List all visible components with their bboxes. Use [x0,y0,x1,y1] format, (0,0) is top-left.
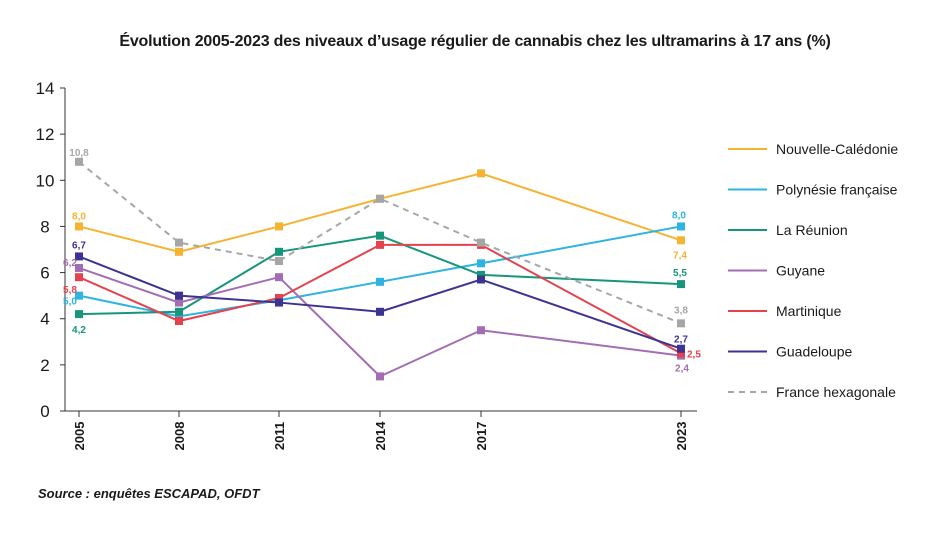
data-label: 5,0 [63,297,77,308]
data-point [75,222,83,231]
data-point [477,169,485,178]
series-line [78,225,682,318]
x-tick-label: 2023 [674,422,689,451]
data-point [376,231,384,240]
data-point [75,263,83,272]
data-point [376,240,384,249]
data-label: 6,7 [72,240,86,251]
data-label: 5,8 [63,285,77,296]
data-point [75,273,83,282]
data-label: 7,4 [673,250,687,261]
y-tick-label: 4 [40,310,49,329]
series-line [78,255,682,350]
data-label: 2,4 [675,364,689,375]
legend-item: France hexagonale [728,384,896,400]
series-line [78,161,682,325]
x-tick-label: 2005 [72,422,87,451]
data-label: 3,8 [674,305,688,316]
series-line [78,267,682,378]
data-point [175,317,183,326]
data-point [75,252,83,261]
data-point [376,307,384,316]
legend-label: Polynésie française [776,182,898,198]
y-tick-label: 8 [40,217,49,236]
data-point [275,222,283,231]
data-label: 2,5 [687,349,701,360]
legend-item: Guyane [728,263,825,279]
data-label: 8,0 [72,211,86,222]
series-la-reunion [75,231,685,319]
chart-axes: 0 2 4 6 8 10 12 14 2005 2008 2011 2014 2017 2023 [36,79,697,450]
data-point [275,247,283,256]
data-point [376,372,384,381]
y-tick-label: 12 [36,125,55,144]
data-point [275,298,283,307]
legend-label: La Réunion [776,222,848,238]
data-point [376,277,384,286]
data-point [175,312,183,321]
y-tick-label: 10 [36,171,55,190]
source-note: Source : enquêtes ESCAPAD, OFDT [38,486,260,501]
series-line [78,243,682,355]
data-point [275,273,283,282]
legend-label: Martinique [776,303,842,319]
x-tick-label: 2008 [172,422,187,451]
legend-item: Guadeloupe [728,344,853,360]
series-line [78,234,682,316]
data-point [175,298,183,307]
data-point [477,275,485,284]
legend-item: Martinique [728,303,842,319]
series-france-hexagonale [75,157,685,328]
data-labels-layer: 10,8 8,0 6,7 6,2 5,85,0 4,2 8,0 7,4 5,5 3,8 2,7 2,5… [63,148,701,375]
data-label: 4,2 [72,325,86,336]
x-tick-label: 2011 [272,422,287,450]
data-point [175,238,183,247]
y-tick-label: 0 [40,402,49,421]
chart-title: Évolution 2005-2023 des niveaux d’usage … [119,33,831,50]
legend-label: Nouvelle-Calédonie [776,141,898,157]
data-point [477,326,485,335]
data-point [75,157,83,166]
data-point [175,291,183,300]
data-label: 10,8 [69,148,89,159]
data-point [677,222,685,231]
legend-label: Guadeloupe [776,344,853,360]
x-tick-label: 2017 [474,422,489,451]
data-point [175,247,183,256]
chart-legend: Nouvelle-Calédonie Polynésie française La … [728,141,898,400]
data-point [275,293,283,302]
data-label: 8,0 [672,210,686,221]
legend-label: France hexagonale [776,384,896,400]
data-point [75,291,83,300]
data-label: 6,2 [63,258,77,269]
data-point [477,270,485,279]
legend-item: Nouvelle-Calédonie [728,141,898,157]
data-point [477,238,485,247]
data-point [75,310,83,319]
data-point [677,349,685,358]
data-point [677,280,685,289]
data-point [677,344,685,353]
legend-label: Guyane [776,263,825,279]
legend-item: La Réunion [728,222,848,238]
y-tick-label: 6 [40,264,49,283]
y-tick-label: 14 [36,79,55,98]
series-layer [75,157,685,381]
data-point [677,236,685,245]
legend-item: Polynésie française [728,182,898,198]
series-line [78,172,682,253]
data-point [376,194,384,203]
data-point [175,307,183,316]
x-tick-label: 2014 [373,421,388,451]
data-point [275,257,283,266]
data-point [477,259,485,268]
y-tick-label: 2 [40,356,49,375]
data-label: 2,7 [674,335,688,346]
data-label: 5,5 [673,268,687,279]
data-point [677,319,685,328]
series-guadeloupe [75,252,685,353]
